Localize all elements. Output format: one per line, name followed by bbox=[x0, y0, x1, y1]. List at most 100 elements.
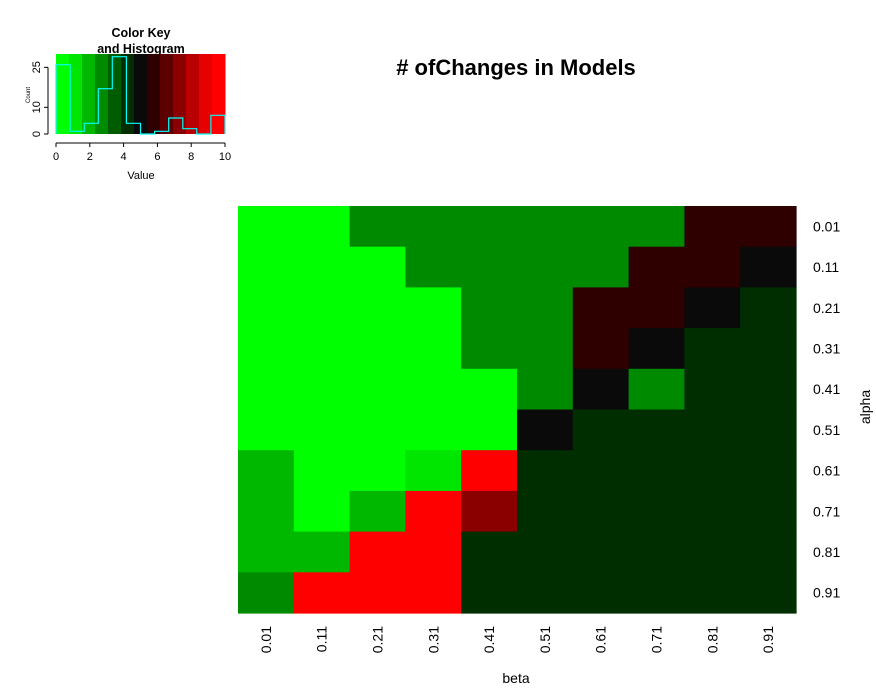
heatmap-cell-0.51-0.81 bbox=[684, 409, 741, 451]
heatmap-cell-0.71-0.41 bbox=[461, 490, 518, 533]
beta-tick-label: 0.61 bbox=[593, 626, 609, 653]
heatmap-cell-0.61-0.91 bbox=[740, 450, 797, 492]
alpha-tick-label: 0.21 bbox=[813, 300, 840, 316]
heatmap-cell-0.21-0.91 bbox=[740, 287, 797, 329]
heatmap-cell-0.21-0.81 bbox=[684, 287, 741, 329]
color-key-title-line1: Color Key bbox=[111, 26, 170, 40]
chart-title: # ofChanges in Models bbox=[396, 55, 636, 80]
y-axis-label: alpha bbox=[857, 390, 873, 424]
heatmap-cell-0.71-0.91 bbox=[740, 490, 797, 533]
heatmap-cell-0.41-0.81 bbox=[684, 368, 741, 411]
heatmap-cell-0.31-0.11 bbox=[293, 328, 351, 370]
color-key-swatch bbox=[95, 54, 109, 134]
heatmap-cell-0.11-0.81 bbox=[684, 246, 741, 288]
beta-tick-label: 0.01 bbox=[258, 626, 274, 653]
heatmap-cell-0.31-0.91 bbox=[740, 328, 797, 370]
heatmap-cell-0.41-0.51 bbox=[517, 368, 574, 411]
heatmap-cell-0.91-0.91 bbox=[740, 572, 797, 614]
heatmap-cell-0.71-0.81 bbox=[684, 490, 741, 533]
heatmap-cell-0.61-0.61 bbox=[572, 450, 630, 492]
color-key-strip bbox=[56, 54, 226, 134]
heatmap-cell-0.11-0.51 bbox=[517, 246, 574, 288]
heatmap-cell-0.61-0.21 bbox=[349, 450, 406, 492]
heatmap-cell-0.91-0.11 bbox=[293, 572, 351, 614]
heatmap-cell-0.51-0.31 bbox=[405, 409, 462, 451]
heatmap-cell-0.81-0.51 bbox=[517, 531, 574, 573]
heatmap-cell-0.61-0.51 bbox=[517, 450, 574, 492]
heatmap-cell-0.81-0.11 bbox=[293, 531, 351, 573]
heatmap-cell-0.01-0.81 bbox=[684, 206, 741, 248]
heatmap-cell-0.11-0.91 bbox=[740, 246, 797, 288]
heatmap-cell-0.81-0.61 bbox=[572, 531, 630, 573]
heatmap-cell-0.21-0.51 bbox=[517, 287, 574, 329]
heatmap-cell-0.71-0.31 bbox=[405, 490, 462, 533]
heatmap-cell-0.11-0.31 bbox=[405, 246, 462, 288]
color-key-swatch bbox=[108, 54, 122, 134]
color-key-swatch bbox=[199, 54, 213, 134]
color-key-swatch bbox=[69, 54, 83, 134]
heatmap-cell-0.31-0.61 bbox=[572, 328, 630, 370]
heatmap-cell-0.11-0.21 bbox=[349, 246, 406, 288]
heatmap-cell-0.41-0.41 bbox=[461, 368, 518, 411]
color-key-x-tick-label: 8 bbox=[188, 151, 194, 163]
heatmap-cell-0.91-0.81 bbox=[684, 572, 741, 614]
alpha-tick-label: 0.11 bbox=[813, 259, 839, 275]
color-key-x-tick-label: 2 bbox=[87, 151, 93, 163]
color-key-x-tick-label: 6 bbox=[154, 151, 160, 163]
color-key-histogram-line bbox=[55, 56, 226, 135]
heatmap-cell-0.81-0.31 bbox=[405, 531, 462, 573]
color-key-xlabel: Value bbox=[127, 170, 154, 182]
heatmap-cell-0.61-0.01 bbox=[238, 450, 295, 492]
color-key-swatch bbox=[82, 54, 96, 134]
heatmap-cell-0.61-0.31 bbox=[405, 450, 462, 492]
heatmap-cell-0.41-0.91 bbox=[740, 368, 797, 411]
heatmap-cell-0.01-0.01 bbox=[238, 206, 295, 248]
color-key-swatch bbox=[212, 54, 226, 134]
color-key-swatch bbox=[173, 54, 187, 134]
beta-tick-label: 0.11 bbox=[314, 626, 330, 652]
heatmap-cell-0.11-0.61 bbox=[572, 246, 630, 288]
alpha-tick-label: 0.31 bbox=[813, 341, 840, 357]
heatmap-cell-0.61-0.11 bbox=[293, 450, 351, 492]
alpha-tick-label: 0.51 bbox=[813, 422, 840, 438]
color-key-swatch bbox=[56, 54, 70, 134]
heatmap-cell-0.21-0.41 bbox=[461, 287, 518, 329]
heatmap-cell-0.31-0.51 bbox=[517, 328, 574, 370]
heatmap-cell-0.41-0.21 bbox=[349, 368, 406, 411]
heatmap-cell-0.11-0.41 bbox=[461, 246, 518, 288]
alpha-tick-label: 0.61 bbox=[813, 463, 840, 479]
heatmap-cell-0.31-0.71 bbox=[628, 328, 685, 370]
heatmap-cell-0.31-0.41 bbox=[461, 328, 518, 370]
heatmap-cell-0.31-0.21 bbox=[349, 328, 406, 370]
heatmap-cell-0.91-0.21 bbox=[349, 572, 406, 614]
heatmap-cell-0.41-0.61 bbox=[572, 368, 630, 411]
color-key-swatch bbox=[186, 54, 200, 134]
heatmap-cell-0.91-0.61 bbox=[572, 572, 630, 614]
heatmap-cell-0.51-0.41 bbox=[461, 409, 518, 451]
alpha-tick-label: 0.41 bbox=[813, 381, 840, 397]
heatmap-cell-0.71-0.01 bbox=[238, 490, 295, 533]
color-key-y-tick-label: 25 bbox=[31, 61, 43, 73]
color-key-x-tick-label: 4 bbox=[121, 151, 127, 163]
heatmap-cell-0.51-0.21 bbox=[349, 409, 406, 451]
beta-tick-label: 0.51 bbox=[537, 626, 553, 653]
heatmap-cell-0.61-0.81 bbox=[684, 450, 741, 492]
heatmap-cell-0.01-0.91 bbox=[740, 206, 797, 248]
heatmap-cell-0.51-0.91 bbox=[740, 409, 797, 451]
heatmap-cell-0.41-0.31 bbox=[405, 368, 462, 411]
heatmap-cell-0.21-0.01 bbox=[238, 287, 295, 329]
heatmap-cell-0.11-0.01 bbox=[238, 246, 295, 288]
color-key-ylabel: Count bbox=[26, 87, 32, 103]
heatmap-cell-0.31-0.31 bbox=[405, 328, 462, 370]
color-key-histogram bbox=[55, 56, 226, 135]
heatmap-cell-0.81-0.91 bbox=[740, 531, 797, 573]
heatmap-cell-0.01-0.41 bbox=[461, 206, 518, 248]
heatmap-cell-0.81-0.41 bbox=[461, 531, 518, 573]
heatmap-cell-0.81-0.21 bbox=[349, 531, 406, 573]
color-key-swatch bbox=[147, 54, 161, 134]
beta-tick-label: 0.71 bbox=[649, 626, 665, 653]
alpha-tick-label: 0.81 bbox=[813, 544, 840, 560]
heatmap-cell-0.51-0.01 bbox=[238, 409, 295, 451]
color-key-swatch bbox=[121, 54, 135, 134]
heatmap-cell-0.41-0.11 bbox=[293, 368, 351, 411]
